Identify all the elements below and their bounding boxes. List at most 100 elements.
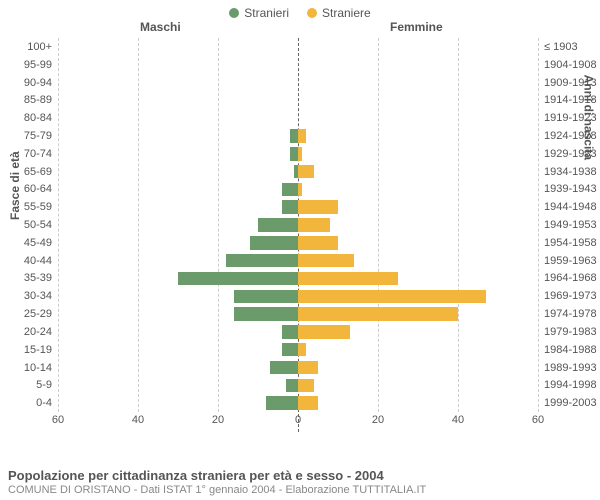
bar-male: [226, 254, 298, 268]
header-female: Femmine: [390, 20, 443, 34]
chart-row: 70-741929-1933: [58, 145, 538, 163]
age-label: 45-49: [24, 237, 58, 249]
bar-female: [298, 183, 302, 197]
bar-male: [290, 147, 298, 161]
chart-row: 45-491954-1958: [58, 234, 538, 252]
age-label: 80-84: [24, 112, 58, 124]
chart-row: 15-191984-1988: [58, 341, 538, 359]
bar-female: [298, 147, 302, 161]
chart-subtitle: COMUNE DI ORISTANO - Dati ISTAT 1° genna…: [8, 484, 592, 496]
bar-male: [282, 325, 298, 339]
x-tick: 20: [212, 414, 224, 426]
footer: Popolazione per cittadinanza straniera p…: [8, 468, 592, 496]
age-label: 60-64: [24, 183, 58, 195]
bar-male: [178, 272, 298, 286]
bar-female: [298, 254, 354, 268]
bar-male: [282, 200, 298, 214]
x-tick: 40: [452, 414, 464, 426]
age-label: 50-54: [24, 219, 58, 231]
bar-male: [282, 343, 298, 357]
birth-label: 1974-1978: [538, 308, 597, 320]
x-tick: 20: [372, 414, 384, 426]
bar-female: [298, 200, 338, 214]
age-label: 55-59: [24, 201, 58, 213]
bar-male: [234, 290, 298, 304]
birth-label: 1989-1993: [538, 362, 597, 374]
bar-female: [298, 307, 458, 321]
birth-label: 1979-1983: [538, 326, 597, 338]
birth-label: 1954-1958: [538, 237, 597, 249]
birth-label: 1929-1933: [538, 148, 597, 160]
chart-row: 65-691934-1938: [58, 163, 538, 181]
age-label: 90-94: [24, 77, 58, 89]
birth-label: 1919-1923: [538, 112, 597, 124]
chart-row: 25-291974-1978: [58, 305, 538, 323]
chart-row: 40-441959-1963: [58, 252, 538, 270]
header-male: Maschi: [140, 20, 181, 34]
age-label: 85-89: [24, 94, 58, 106]
age-label: 20-24: [24, 326, 58, 338]
age-label: 95-99: [24, 59, 58, 71]
bar-female: [298, 325, 350, 339]
bar-female: [298, 218, 330, 232]
chart-title: Popolazione per cittadinanza straniera p…: [8, 468, 592, 483]
age-label: 0-4: [36, 397, 58, 409]
column-headers: Maschi Femmine: [0, 20, 600, 38]
bar-male: [234, 307, 298, 321]
age-label: 100+: [27, 41, 58, 53]
chart-row: 90-941909-1913: [58, 74, 538, 92]
bar-female: [298, 343, 306, 357]
chart-row: 85-891914-1918: [58, 91, 538, 109]
chart-rows: 100+≤ 190395-991904-190890-941909-191385…: [58, 38, 538, 412]
bar-male: [250, 236, 298, 250]
chart-row: 75-791924-1928: [58, 127, 538, 145]
birth-label: 1934-1938: [538, 166, 597, 178]
chart-row: 95-991904-1908: [58, 56, 538, 74]
age-label: 65-69: [24, 166, 58, 178]
chart-row: 20-241979-1983: [58, 323, 538, 341]
age-label: 35-39: [24, 272, 58, 284]
chart-row: 50-541949-1953: [58, 216, 538, 234]
chart-row: 30-341969-1973: [58, 287, 538, 305]
age-label: 40-44: [24, 255, 58, 267]
age-label: 10-14: [24, 362, 58, 374]
legend: Stranieri Straniere: [0, 0, 600, 20]
birth-label: 1969-1973: [538, 290, 597, 302]
bar-female: [298, 272, 398, 286]
birth-label: 1914-1918: [538, 94, 597, 106]
chart-row: 0-41999-2003: [58, 394, 538, 412]
birth-label: 1924-1928: [538, 130, 597, 142]
legend-item-female: Straniere: [307, 6, 371, 20]
chart-row: 60-641939-1943: [58, 181, 538, 199]
x-tick: 60: [532, 414, 544, 426]
chart-row: 80-841919-1923: [58, 109, 538, 127]
chart-row: 100+≤ 1903: [58, 38, 538, 56]
swatch-male: [229, 8, 239, 18]
x-tick: 40: [132, 414, 144, 426]
bar-female: [298, 379, 314, 393]
chart-row: 10-141989-1993: [58, 359, 538, 377]
x-tick: 0: [295, 414, 301, 426]
birth-label: 1944-1948: [538, 201, 597, 213]
pyramid-chart: 100+≤ 190395-991904-190890-941909-191385…: [58, 38, 538, 432]
bar-female: [298, 396, 318, 410]
birth-label: 1994-1998: [538, 379, 597, 391]
birth-label: 1959-1963: [538, 255, 597, 267]
bar-female: [298, 129, 306, 143]
age-label: 70-74: [24, 148, 58, 160]
bar-male: [270, 361, 298, 375]
chart-row: 5-91994-1998: [58, 376, 538, 394]
birth-label: 1909-1913: [538, 77, 597, 89]
bar-male: [266, 396, 298, 410]
bar-male: [258, 218, 298, 232]
legend-label-male: Stranieri: [244, 6, 289, 20]
birth-label: 1964-1968: [538, 272, 597, 284]
x-axis: 6040200204060: [58, 412, 538, 432]
age-label: 75-79: [24, 130, 58, 142]
y-axis-title-left: Fasce di età: [8, 151, 22, 220]
bar-female: [298, 165, 314, 179]
legend-label-female: Straniere: [322, 6, 371, 20]
birth-label: 1939-1943: [538, 183, 597, 195]
birth-label: 1984-1988: [538, 344, 597, 356]
birth-label: 1904-1908: [538, 59, 597, 71]
